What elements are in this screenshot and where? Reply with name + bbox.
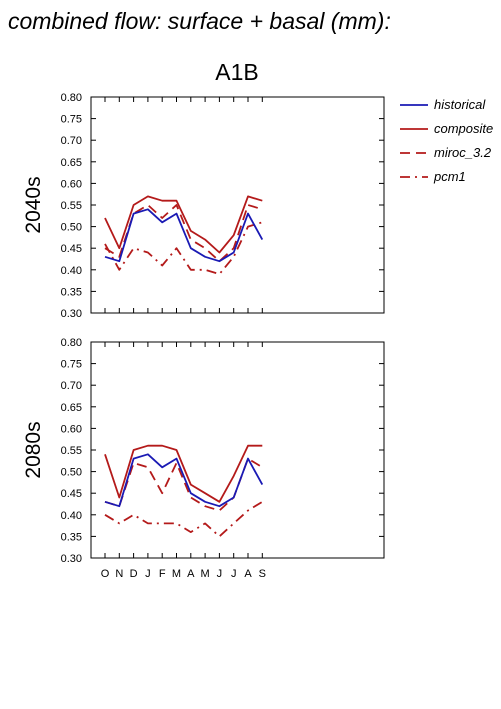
y-tick-label: 0.50 <box>61 467 82 479</box>
x-tick-label: N <box>115 568 123 580</box>
legend-label: pcm1 <box>433 169 466 184</box>
x-tick-label: J <box>217 568 223 580</box>
y-tick-label: 0.50 <box>61 222 82 234</box>
y-tick-label: 0.60 <box>61 423 82 435</box>
x-tick-label: S <box>259 568 266 580</box>
scenario-label: A1B <box>215 59 258 85</box>
chart-title: combined flow: surface + basal (mm): <box>8 8 391 34</box>
legend-label: composite <box>434 121 493 136</box>
legend-label: historical <box>434 97 486 112</box>
y-tick-label: 0.45 <box>61 488 82 500</box>
y-tick-label: 0.75 <box>61 359 82 371</box>
series-line-composite <box>104 444 263 503</box>
y-tick-label: 0.30 <box>61 308 82 320</box>
series-line-pcm1 <box>104 221 263 276</box>
y-tick-label: 0.55 <box>61 200 82 212</box>
x-tick-label: M <box>201 568 210 580</box>
y-tick-label: 0.55 <box>61 445 82 457</box>
x-tick-label: A <box>244 568 252 580</box>
series-line-historical <box>104 453 264 508</box>
y-tick-label: 0.75 <box>61 114 82 126</box>
y-tick-label: 0.35 <box>61 531 82 543</box>
y-tick-label: 0.65 <box>61 157 82 169</box>
y-tick-label: 0.80 <box>61 92 82 104</box>
y-tick-label: 0.65 <box>61 402 82 414</box>
panel-label: 2040s <box>22 176 45 233</box>
x-tick-label: O <box>101 568 110 580</box>
panel-2080s: 0.30 0.35 0.40 0.45 0.50 0.55 0.60 0.65 0.70 0.75… <box>22 337 385 580</box>
series-line-composite <box>104 195 263 254</box>
x-tick-label: D <box>130 568 138 580</box>
legend: historical composite miroc_3.2 pcm1 <box>400 97 493 184</box>
y-tick-label: 0.40 <box>61 265 82 277</box>
y-tick-label: 0.35 <box>61 286 82 298</box>
x-tick-label: F <box>159 568 166 580</box>
x-tick-label: J <box>145 568 151 580</box>
y-tick-label: 0.70 <box>61 135 82 147</box>
series-line-historical <box>104 208 264 263</box>
series-line-pcm1 <box>104 501 263 538</box>
x-tick-label: J <box>231 568 237 580</box>
y-tick-label: 0.80 <box>61 337 82 349</box>
y-tick-label: 0.60 <box>61 178 82 190</box>
panel-2040s: 0.30 0.35 0.40 0.45 0.50 0.55 0.60 0.65 0.70 0.75… <box>22 92 385 320</box>
x-tick-label: M <box>172 568 181 580</box>
y-tick-label: 0.40 <box>61 510 82 522</box>
y-tick-label: 0.45 <box>61 243 82 255</box>
legend-label: miroc_3.2 <box>434 145 492 160</box>
panel-label: 2080s <box>22 421 45 478</box>
y-tick-label: 0.70 <box>61 380 82 392</box>
x-tick-label: A <box>187 568 195 580</box>
y-tick-label: 0.30 <box>61 553 82 565</box>
